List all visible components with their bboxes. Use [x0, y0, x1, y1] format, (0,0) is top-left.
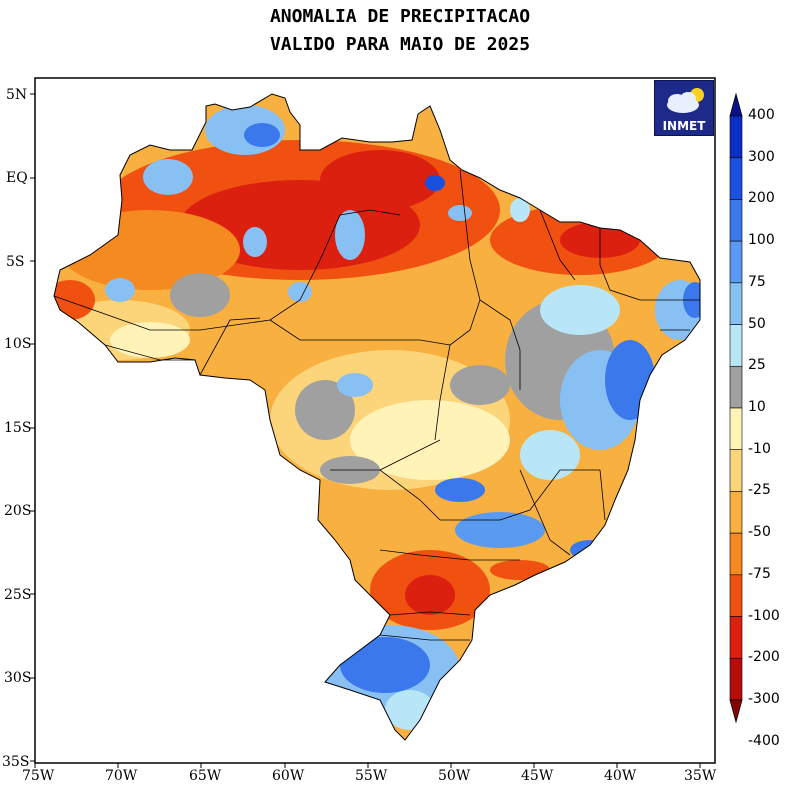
colorbar-label: -25 — [748, 482, 771, 499]
state-borders — [53, 169, 700, 641]
lat-tick: EQ — [6, 170, 28, 186]
colorbar-label: 25 — [748, 357, 766, 374]
logo-label: INMET — [662, 119, 706, 133]
colorbar-label: 50 — [748, 315, 766, 332]
colorbar-segment — [729, 657, 743, 701]
colorbar-segment — [729, 365, 743, 409]
colorbar-segment — [729, 407, 743, 451]
lat-tick: 15S — [4, 420, 32, 436]
colorbar-label: -100 — [748, 607, 780, 624]
lon-tick: 45W — [521, 768, 554, 784]
lon-tick: 65W — [189, 768, 222, 784]
colorbar-segment — [729, 199, 743, 242]
lon-tick: 75W — [22, 768, 55, 784]
cloud-sun-icon — [667, 88, 704, 113]
colorbar-segment — [729, 115, 743, 159]
lat-tick: 35S — [2, 754, 30, 770]
colorbar-label: 75 — [748, 273, 766, 290]
colorbar-label: 10 — [748, 399, 766, 415]
colorbar-segment — [729, 616, 743, 659]
colorbar-label: 300 — [748, 148, 775, 165]
colorbar-label: -200 — [748, 649, 780, 666]
lon-tick: 50W — [438, 768, 471, 784]
colorbar-segment — [729, 491, 743, 534]
colorbar-segment — [729, 532, 743, 576]
colorbar-segment — [729, 324, 743, 367]
colorbar-label: 400 — [748, 107, 775, 123]
map-title-line1: ANOMALIA DE PRECIPITACAO — [269, 6, 531, 27]
lat-tick: 30S — [4, 670, 32, 686]
lat-tick: 10S — [4, 336, 32, 352]
lon-tick: 70W — [105, 768, 138, 784]
colorbar-label: -50 — [748, 524, 771, 541]
lon-tick: 40W — [604, 768, 637, 784]
inmet-logo: INMET — [654, 80, 714, 136]
colorbar-segment — [729, 574, 743, 617]
axis-ticks — [30, 93, 701, 768]
colorbar-label: -300 — [748, 691, 780, 707]
lat-tick: 20S — [4, 503, 32, 519]
map-title-line2: VALIDO PARA MAIO DE 2025 — [269, 34, 531, 55]
colorbar-top-arrow — [729, 92, 743, 117]
lat-tick: 5S — [6, 254, 25, 270]
colorbar-segment — [729, 240, 743, 284]
colorbar — [729, 92, 743, 724]
lat-tick: 5N — [6, 87, 28, 103]
colorbar-label: -75 — [748, 565, 771, 582]
colorbar-label: -400 — [748, 732, 780, 749]
colorbar-label: -10 — [748, 440, 771, 457]
colorbar-bottom-arrow — [729, 699, 743, 724]
lon-tick: 55W — [355, 768, 388, 784]
lon-tick: 35W — [684, 768, 717, 784]
colorbar-label: 200 — [748, 190, 775, 207]
colorbar-segment — [729, 449, 743, 492]
colorbar-segment — [729, 157, 743, 200]
colorbar-segment — [729, 282, 743, 325]
lon-tick: 60W — [272, 768, 305, 784]
colorbar-label: 100 — [748, 232, 775, 249]
lat-tick: 25S — [4, 587, 32, 603]
